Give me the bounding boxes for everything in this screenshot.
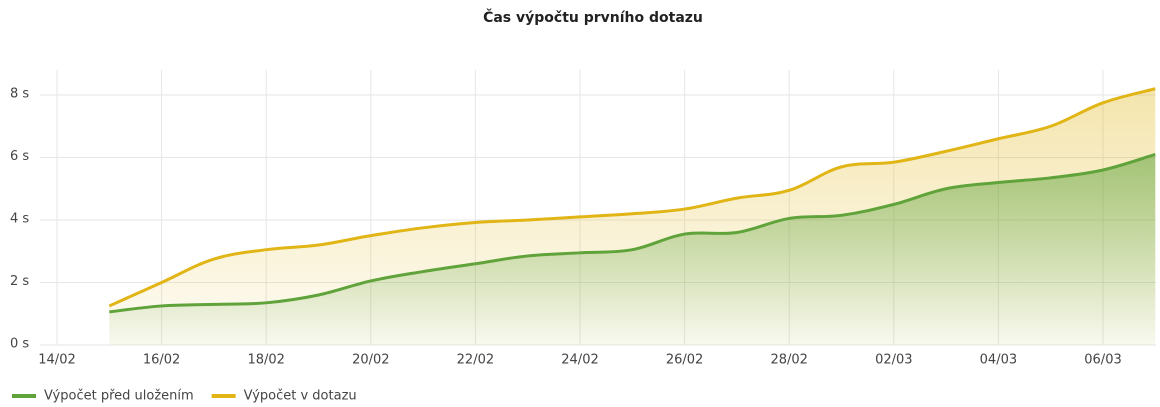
- x-tick-label: 28/02: [770, 353, 807, 368]
- x-tick-label: 22/02: [457, 353, 494, 368]
- y-tick-label: 8 s: [10, 87, 29, 102]
- x-tick-label: 14/02: [38, 353, 75, 368]
- y-tick-label: 0 s: [10, 337, 29, 352]
- x-tick-label: 16/02: [143, 353, 180, 368]
- line: [109, 152, 1156, 314]
- x-tick-label: 18/02: [247, 353, 284, 368]
- x-tick-label: 04/03: [980, 353, 1017, 368]
- y-tick-label: 4 s: [10, 212, 29, 227]
- y-tick-label: 6 s: [10, 149, 29, 164]
- labels: 0 s 2 s 4 s 6 s 8 s 14/02 16/02 18/02 20/02 22/02…: [10, 87, 1122, 404]
- line: [108, 87, 1156, 308]
- x-tick-label: 02/03: [875, 353, 912, 368]
- x-tick-label: 06/03: [1084, 353, 1121, 368]
- x-tick-label: 26/02: [666, 353, 703, 368]
- chart-title: Čas výpočtu prvního dotazu: [483, 8, 703, 26]
- lines: [108, 87, 1156, 314]
- y-tick-label: 2 s: [10, 274, 29, 289]
- x-tick-label: 24/02: [561, 353, 598, 368]
- legend-label: Výpočet před uložením: [44, 389, 194, 404]
- legend-label: Výpočet v dotazu: [244, 389, 357, 404]
- x-tick-label: 20/02: [352, 353, 389, 368]
